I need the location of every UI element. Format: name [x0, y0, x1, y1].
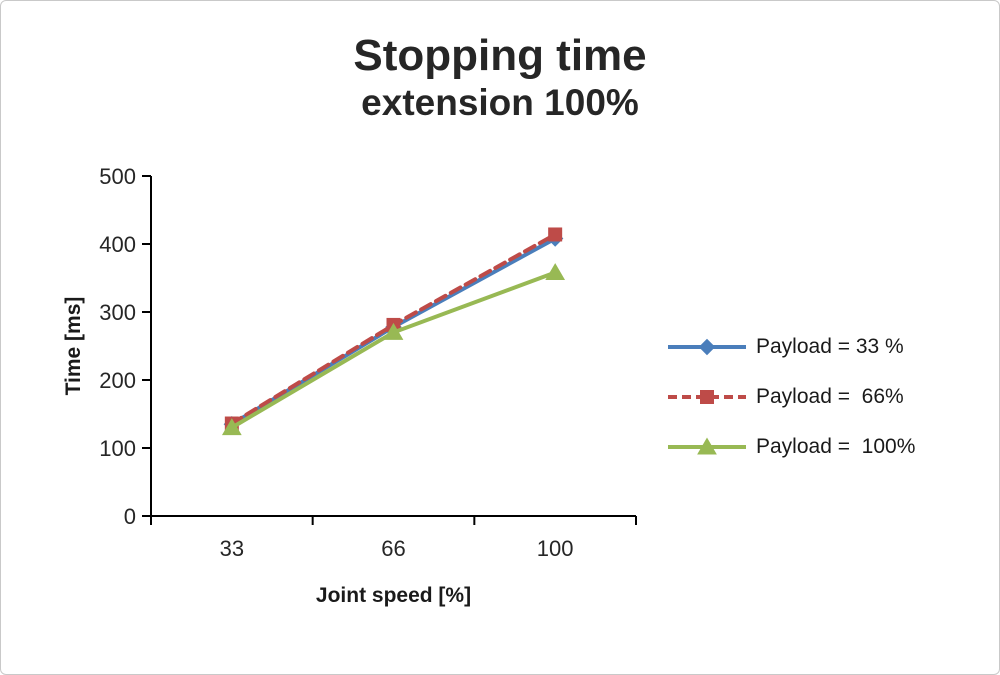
- legend: Payload = 33 % Payload = 66% Payload = 100…: [666, 334, 915, 460]
- marker-triangle: [545, 263, 566, 281]
- marker-triangle: [383, 322, 404, 340]
- y-tick-label: 0: [124, 504, 136, 529]
- plot-area: 0 100 200 300 400 500 33 66 100 Joint speed [%] Ti…: [62, 164, 637, 607]
- chart-title-line2: extension 100%: [361, 81, 639, 123]
- legend-label: Payload = 66%: [756, 385, 904, 408]
- legend-item: Payload = 100%: [666, 434, 915, 460]
- legend-item: Payload = 33 %: [666, 334, 915, 360]
- marker-square: [548, 227, 563, 242]
- x-axis-title: Joint speed [%]: [316, 584, 471, 607]
- legend-label: Payload = 33 %: [756, 335, 904, 358]
- legend-item: Payload = 66%: [666, 384, 915, 410]
- legend-line-sample: [668, 390, 746, 404]
- y-tick-label: 500: [99, 164, 136, 189]
- legend-line-sample: [668, 338, 746, 356]
- legend-line-sample: [668, 437, 746, 455]
- x-tick-label: 33: [220, 536, 244, 561]
- marker-square: [700, 390, 714, 404]
- chart-title: Stopping time extension 100%: [1, 31, 999, 124]
- marker-triangle: [697, 437, 717, 455]
- x-tick-label: 66: [381, 536, 405, 561]
- y-tick-label: 200: [99, 368, 136, 393]
- y-tick-label: 300: [99, 300, 136, 325]
- chart-title-line1: Stopping time: [353, 31, 647, 80]
- marker-diamond: [698, 338, 716, 356]
- marker-triangle: [221, 418, 242, 436]
- y-tick-label: 400: [99, 232, 136, 257]
- x-tick-label: 100: [537, 536, 574, 561]
- y-tick-label: 100: [99, 436, 136, 461]
- series-line-2: [229, 270, 558, 430]
- y-axis-title: Time [ms]: [62, 297, 85, 396]
- legend-label: Payload = 100%: [756, 435, 916, 458]
